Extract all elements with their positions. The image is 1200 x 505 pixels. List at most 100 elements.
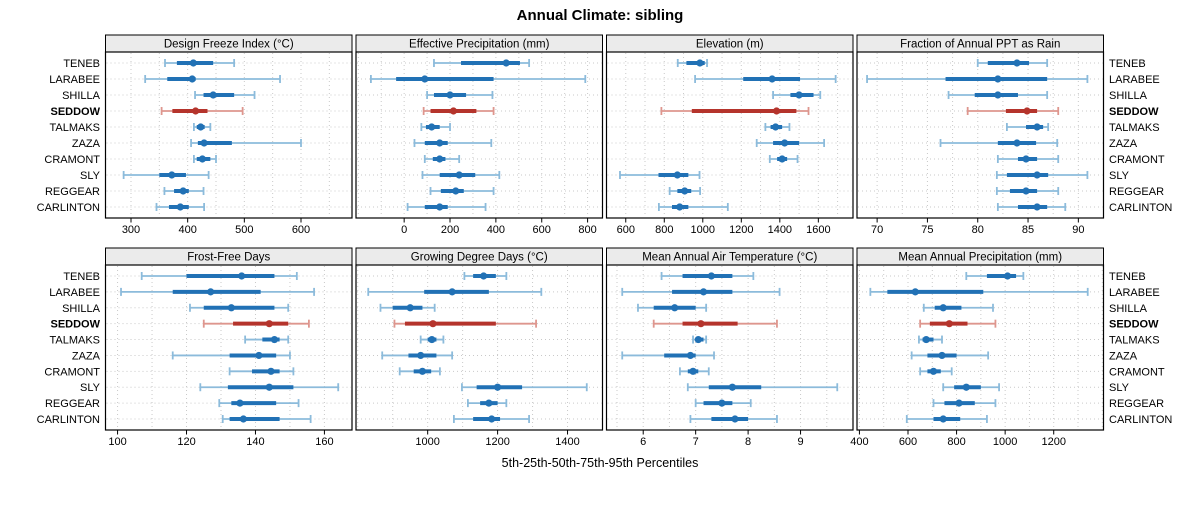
- series-teneb: [140, 272, 298, 280]
- series-teneb: [965, 272, 1025, 280]
- median-dot: [265, 320, 273, 328]
- median-dot: [922, 335, 930, 344]
- panel-bg: [105, 265, 352, 430]
- series-reggear: [163, 187, 205, 195]
- median-dot: [1023, 107, 1031, 115]
- median-dot: [673, 171, 681, 179]
- median-dot: [1013, 59, 1021, 67]
- site-label-right: TENEB: [1109, 58, 1146, 70]
- series-zaza: [381, 351, 454, 360]
- median-dot: [270, 335, 279, 344]
- axis-tick-label: 800: [578, 224, 596, 236]
- median-dot: [772, 107, 781, 115]
- series-cramont: [228, 367, 295, 376]
- panel-border: [104, 264, 353, 431]
- series-reggear: [466, 399, 508, 408]
- axis-tick-label: 600: [899, 436, 917, 448]
- series-talmaks: [918, 335, 943, 344]
- panel-border: [355, 264, 604, 431]
- series-reggear: [995, 187, 1060, 195]
- series-sly: [995, 171, 1089, 179]
- series-zaza: [621, 351, 715, 360]
- series-zaza: [190, 139, 302, 147]
- median-dot: [718, 399, 726, 407]
- median-dot: [429, 320, 437, 328]
- axis-tick-label: 8: [745, 436, 751, 448]
- median-dot: [728, 383, 736, 391]
- axis-tick-label: 500: [235, 224, 253, 236]
- site-label-right: TALMAKS: [1109, 335, 1160, 347]
- strip-title: Fraction of Annual PPT as Rain: [900, 39, 1060, 51]
- site-label-right: TALMAKS: [1109, 122, 1160, 134]
- median-dot: [265, 383, 273, 391]
- site-label-right: SLY: [1109, 170, 1130, 182]
- series-sly: [619, 171, 701, 179]
- series-carlinton: [689, 415, 778, 423]
- median-dot: [1022, 187, 1030, 195]
- series-carlinton: [905, 415, 988, 423]
- series-talmaks: [1006, 123, 1050, 131]
- series-shilla: [772, 91, 822, 99]
- site-label-right: ZAZA: [1109, 350, 1138, 362]
- site-label-right: CARLINTON: [1109, 202, 1172, 214]
- axis-tick-label: 1400: [768, 224, 792, 236]
- series-reggear: [932, 399, 997, 408]
- panel-mean-annual-precipitation: Mean Annual Precipitation (mm) 400 600 800 1…: [850, 247, 1172, 448]
- series-cramont: [192, 155, 217, 163]
- median-dot: [255, 351, 263, 360]
- series-shilla: [379, 303, 436, 312]
- site-label-left: TENEB: [63, 58, 100, 70]
- median-dot: [781, 139, 789, 147]
- median-dot: [446, 91, 454, 99]
- site-label-left: LARABEE: [49, 74, 100, 86]
- median-dot: [209, 91, 217, 99]
- series-seddow: [422, 107, 495, 115]
- site-label-left: LARABEE: [49, 287, 100, 299]
- series-sly: [942, 383, 1000, 392]
- series-teneb: [976, 59, 1049, 67]
- site-label-left: TENEB: [63, 271, 100, 283]
- axis-tick-label: 1200: [729, 224, 753, 236]
- series-reggear: [694, 399, 752, 408]
- site-label-left: TALMAKS: [49, 122, 100, 134]
- axis-tick-label: 400: [178, 224, 196, 236]
- axis-tick-label: 1000: [691, 224, 715, 236]
- site-label-right: LARABEE: [1109, 74, 1160, 86]
- axis-tick-label: 600: [617, 224, 635, 236]
- strip-title: Design Freeze Index (°C): [164, 39, 294, 51]
- median-dot: [939, 415, 947, 423]
- site-label-right: CRAMONT: [1109, 154, 1165, 166]
- strip-title: Growing Degree Days (°C): [411, 252, 548, 264]
- median-dot: [955, 399, 963, 407]
- site-label-left: ZAZA: [72, 138, 101, 150]
- median-dot: [768, 75, 776, 83]
- axis-tick-label: 1000: [415, 436, 439, 448]
- median-dot: [1013, 139, 1021, 147]
- series-larabee: [621, 287, 781, 296]
- panel-border: [605, 51, 854, 219]
- series-carlinton: [453, 415, 530, 423]
- series-cramont: [679, 367, 710, 376]
- axis-tick-label: 0: [401, 224, 407, 236]
- series-zaza: [755, 139, 826, 147]
- strip-title: Elevation (m): [696, 39, 764, 51]
- site-label-left: SHILLA: [62, 303, 101, 315]
- series-shilla: [194, 91, 256, 99]
- series-talmaks: [692, 335, 708, 344]
- site-label-left: REGGEAR: [45, 398, 100, 410]
- series-zaza: [939, 139, 1059, 147]
- site-label-left: CARLINTON: [37, 202, 100, 214]
- median-dot: [449, 107, 458, 115]
- series-seddow: [393, 319, 537, 328]
- panel-border: [856, 51, 1105, 219]
- median-dot: [1033, 123, 1041, 131]
- series-larabee: [120, 287, 315, 296]
- panel-mean-annual-air-temperature: Mean Annual Air Temperature (°C) 6 7 8 9: [605, 247, 854, 448]
- series-teneb: [463, 272, 508, 280]
- median-dot: [406, 304, 414, 312]
- panel-growing-degree-days: Growing Degree Days (°C) 1000 1200 1400: [355, 247, 604, 448]
- series-cramont: [423, 155, 461, 163]
- axis-tick-label: 6: [640, 436, 646, 448]
- median-dot: [227, 304, 235, 312]
- site-label-left: SEDDOW: [51, 106, 101, 118]
